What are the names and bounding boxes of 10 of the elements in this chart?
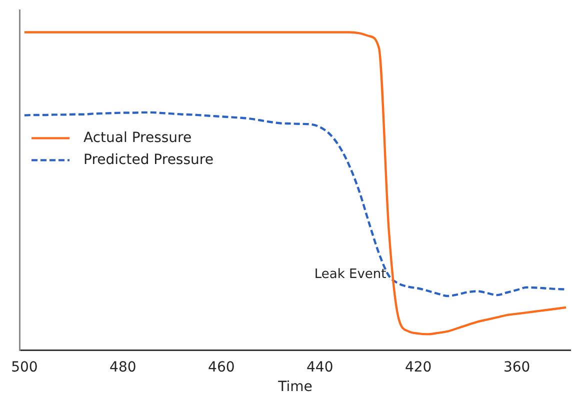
x-tick-label: 500 bbox=[11, 359, 38, 376]
annotation: Leak Event bbox=[314, 266, 386, 282]
x-tick-label: 480 bbox=[110, 359, 136, 376]
x-tick-label: 440 bbox=[306, 359, 334, 376]
x-tick-label: 460 bbox=[208, 359, 235, 376]
legend-label: Predicted Pressure bbox=[84, 152, 214, 168]
legend-label: Actual Pressure bbox=[84, 130, 192, 146]
x-axis-title: Time bbox=[277, 379, 312, 396]
x-tick-label: 420 bbox=[404, 359, 432, 376]
x-tick-label: 360 bbox=[503, 359, 530, 376]
